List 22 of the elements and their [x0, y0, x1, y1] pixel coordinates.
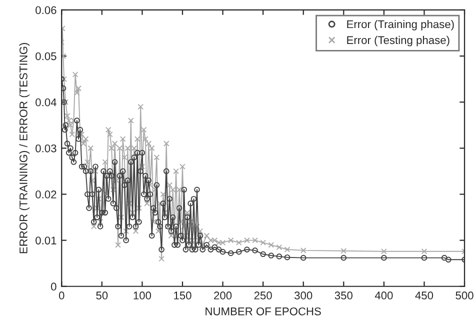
- legend-label: Error (Testing phase): [347, 36, 450, 46]
- x-tick-label: 450: [415, 292, 434, 300]
- x-tick-label: 150: [174, 292, 192, 300]
- x-tick-label: 50: [96, 292, 108, 300]
- y-tick-label: 0.03: [36, 144, 56, 152]
- x-axis-title: NUMBER OF EPOCHS: [206, 307, 321, 316]
- y-tick-label: 0.01: [36, 236, 56, 244]
- y-tick-label: 0.06: [36, 6, 56, 14]
- x-tick-label: 100: [134, 292, 152, 300]
- x-tick-label: 350: [334, 292, 352, 300]
- x-tick-label: 200: [214, 292, 232, 300]
- x-tick-label: 300: [294, 292, 312, 300]
- legend-label: Error (Training phase): [347, 20, 454, 30]
- x-tick-label: 0: [58, 292, 64, 300]
- x-tick-label: 250: [254, 292, 272, 300]
- y-tick-label: 0.04: [36, 98, 56, 106]
- y-tick-label: 0.05: [36, 52, 56, 60]
- x-tick-label: 500: [456, 292, 474, 300]
- y-tick-label: 0.02: [36, 190, 56, 198]
- y-axis-title: ERROR (TRAINING) / ERROR (TESTING): [19, 43, 30, 254]
- y-tick-label: 0: [51, 282, 56, 291]
- x-tick-label: 400: [374, 292, 393, 300]
